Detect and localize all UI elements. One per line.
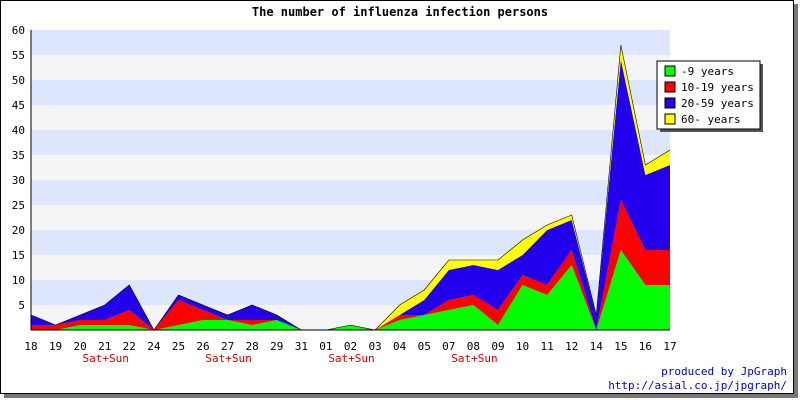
x-tick-label: 11 [540, 340, 553, 353]
x-tick-label: 14 [590, 340, 604, 353]
x-tick-label: 31 [295, 340, 308, 353]
y-tick-label: 40 [12, 124, 25, 137]
x-tick-label: 09 [491, 340, 504, 353]
legend: -9 years 10-19 years 20-59 years 60- years [656, 60, 763, 132]
x-tick-label: 08 [467, 340, 480, 353]
x-tick-label: 01 [319, 340, 332, 353]
x-tick-label: 28 [246, 340, 259, 353]
y-tick-label: 15 [12, 249, 25, 262]
weekend-label: Sat+Sun [328, 352, 374, 365]
x-tick-label: 03 [368, 340, 381, 353]
grid-band [31, 80, 670, 105]
legend-label: 20-59 years [681, 97, 754, 110]
legend-swatch [664, 81, 676, 93]
y-axis-ticks: 5 10 15 20 25 30 35 40 45 50 55 60 [12, 24, 25, 312]
credit-link[interactable]: http://asial.co.jp/jpgraph/ [608, 379, 787, 392]
y-tick-label: 45 [12, 99, 25, 112]
grid-band [31, 180, 670, 205]
total-outline [30, 44, 671, 331]
grid-band [31, 130, 670, 155]
x-tick-label: 20 [74, 340, 87, 353]
x-tick-label: 02 [344, 340, 357, 353]
y-tick-label: 25 [12, 199, 25, 212]
x-tick-label: 27 [221, 340, 234, 353]
x-tick-label: 19 [49, 340, 62, 353]
x-tick-label: 22 [123, 340, 136, 353]
x-tick-label: 29 [270, 340, 283, 353]
x-tick-label: 24 [147, 340, 161, 353]
axes [30, 30, 670, 331]
series-area-4 [31, 45, 670, 330]
series-area-2 [31, 200, 670, 330]
y-tick-label: 55 [12, 49, 25, 62]
series-area-1 [31, 250, 670, 330]
x-tick-label: 05 [418, 340, 431, 353]
weekend-label: Sat+Sun [83, 352, 129, 365]
series-area-3 [31, 60, 670, 330]
x-tick-label: 17 [663, 340, 676, 353]
weekend-label: Sat+Sun [451, 352, 497, 365]
grid-band [31, 105, 670, 130]
x-tick-label: 18 [24, 340, 37, 353]
x-tick-label: 25 [172, 340, 185, 353]
y-tick-label: 30 [12, 174, 25, 187]
legend-label: 10-19 years [681, 81, 754, 94]
x-axis-ticks: 18 19 20 21 22 24 25 26 27 28 29 31 01 02 03 04 05 07 08 09… [24, 340, 676, 365]
y-tick-label: 60 [12, 24, 25, 37]
weekend-label: Sat+Sun [205, 352, 251, 365]
y-tick-label: 50 [12, 74, 25, 87]
x-tick-label: 10 [516, 340, 529, 353]
x-tick-label: 21 [98, 340, 111, 353]
x-tick-label: 15 [614, 340, 627, 353]
credit-line-1[interactable]: produced by JpGraph [661, 365, 787, 378]
series-areas [30, 44, 671, 331]
legend-swatch [664, 97, 676, 109]
y-tick-label: 10 [12, 274, 25, 287]
x-tick-label: 07 [442, 340, 455, 353]
grid-band [31, 30, 670, 55]
x-tick-label: 26 [196, 340, 209, 353]
y-tick-label: 35 [12, 149, 25, 162]
chart-title: The number of influenza infection person… [252, 5, 548, 19]
grid-band [31, 155, 670, 180]
legend-swatch [664, 113, 676, 125]
x-tick-label: 04 [393, 340, 407, 353]
grid-band [31, 55, 670, 80]
y-tick-label: 5 [18, 299, 25, 312]
x-tick-label: 12 [565, 340, 578, 353]
legend-label: 60- years [681, 113, 741, 126]
legend-swatch [664, 65, 676, 77]
legend-label: -9 years [681, 65, 734, 78]
y-tick-label: 20 [12, 224, 25, 237]
x-tick-label: 16 [639, 340, 652, 353]
